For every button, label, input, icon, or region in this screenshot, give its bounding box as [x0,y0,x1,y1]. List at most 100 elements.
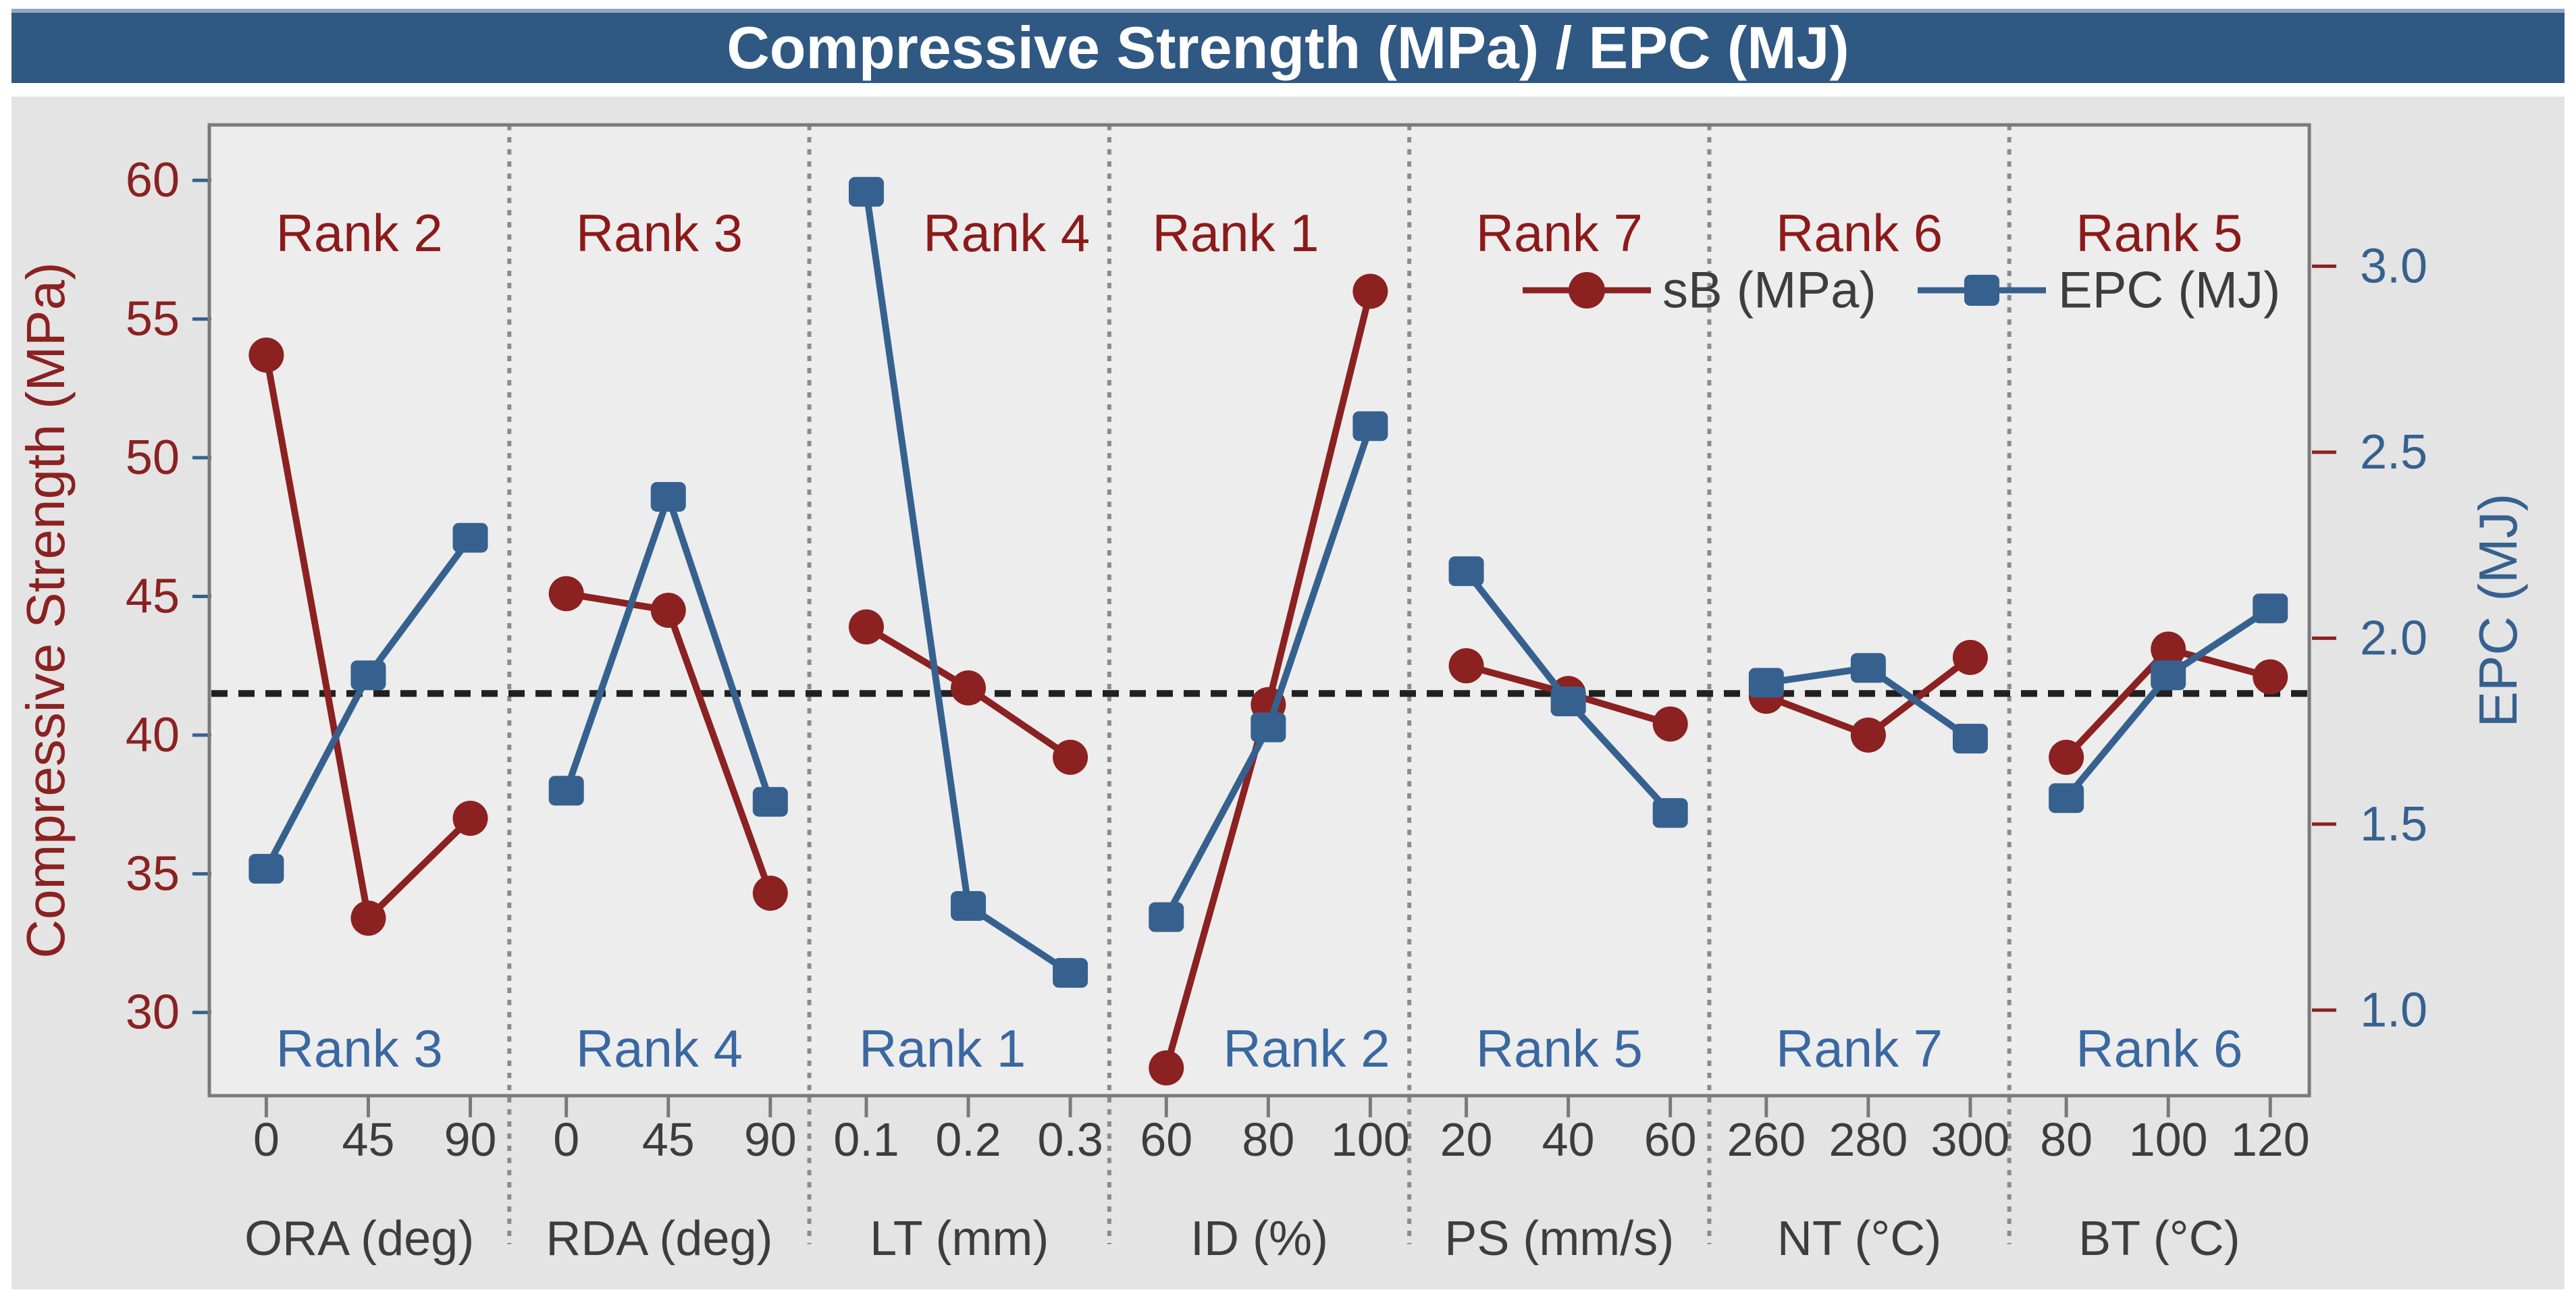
left-axis-tick-label: 35 [126,847,180,901]
left-axis-tick-label: 50 [126,431,180,485]
series-sB [248,273,2288,1086]
x-tick-label: 20 [1440,1113,1493,1166]
x-tick-label: 0.1 [833,1113,899,1166]
x-tick-label: 300 [1931,1113,2010,1166]
x-tick-label: 60 [1140,1113,1192,1166]
data-point-sB-280 [1850,717,1886,753]
rank-label-EPC: Rank 6 [2076,1019,2242,1078]
data-point-EPC-40 [1550,686,1586,716]
data-point-sB-20 [1448,648,1484,684]
x-tick-label: 60 [1644,1113,1697,1166]
factor-label: BT (°C) [2078,1212,2240,1266]
data-point-EPC-60 [1652,798,1688,828]
data-point-EPC-100 [2151,660,2186,691]
data-point-sB-45 [650,593,686,628]
x-tick-label: 100 [2129,1113,2208,1166]
data-point-EPC-120 [2253,593,2288,624]
factor-label: RDA (deg) [546,1212,772,1266]
panel-lt-mm: 0.1 0.2 0.3 LT (mm) Rank 4 Rank 1 [833,203,1103,1266]
rank-label-EPC: Rank 5 [1476,1019,1643,1078]
left-axis-tick-label: 45 [126,569,180,623]
right-axis-tick-label: 2.0 [2360,611,2427,665]
data-point-sB-60 [1149,1050,1184,1086]
data-point-EPC-0.1 [848,177,884,207]
series-EPC [248,177,2288,988]
panel-nt-c: 260 280 300 NT (°C) Rank 6 Rank 7 [1727,203,2009,1266]
data-point-sB-0.3 [1053,739,1088,775]
x-tick-label: 40 [1542,1113,1595,1166]
x-tick-label: 260 [1727,1113,1806,1166]
rank-label-EPC: Rank 2 [1223,1019,1390,1078]
data-point-sB-80 [2049,739,2084,775]
data-point-EPC-0 [548,776,584,806]
right-axis-tick-label: 1.0 [2360,983,2427,1037]
x-tick-label: 0 [553,1113,579,1166]
rank-label-EPC: Rank 7 [1776,1019,1943,1078]
panel-rda-deg: 0 45 90 RDA (deg) Rank 3 Rank 4 [546,203,796,1266]
data-point-EPC-300 [1952,724,1988,754]
right-axis-tick-label: 1.5 [2360,797,2427,851]
x-tick-label: 0.2 [935,1113,1001,1166]
right-axis-tick-label: 2.5 [2360,425,2427,479]
data-point-sB-0 [548,576,584,612]
chart-title-bar: Compressive Strength (MPa) / EPC (MJ) [11,9,2565,83]
panel-ps-mm-s: 20 40 60 PS (mm/s) Rank 7 Rank 5 [1440,203,1697,1266]
data-point-sB-0.1 [848,609,884,645]
rank-label-sB: Rank 4 [923,203,1090,263]
rank-label-EPC: Rank 1 [859,1019,1026,1078]
data-point-sB-300 [1952,639,1988,675]
x-tick-label: 80 [1242,1113,1294,1166]
rank-label-sB: Rank 6 [1776,203,1943,263]
right-axis-tick-label: 3.0 [2360,239,2427,293]
data-point-EPC-45 [650,481,686,512]
chart-title: Compressive Strength (MPa) / EPC (MJ) [727,14,1849,81]
data-point-EPC-90 [752,786,788,817]
data-point-EPC-80 [1251,712,1286,743]
x-tick-label: 120 [2231,1113,2310,1166]
panel-ora-deg: 0 45 90 ORA (deg) Rank 2 Rank 3 [244,203,496,1266]
data-point-EPC-20 [1448,556,1484,587]
factor-label: ORA (deg) [244,1212,474,1266]
x-tick-label: 0 [253,1113,280,1166]
rank-label-sB: Rank 1 [1152,203,1319,263]
data-point-EPC-0 [248,853,284,884]
left-axis-tick-label: 40 [126,708,180,762]
left-axis-title: Compressive Strength (MPa) [16,262,76,958]
data-point-EPC-80 [2049,783,2084,813]
data-point-EPC-280 [1850,653,1886,683]
data-point-EPC-45 [350,660,386,691]
data-point-EPC-60 [1149,902,1184,932]
right-axis-title: EPC (MJ) [2468,493,2528,728]
rank-label-sB: Rank 2 [276,203,443,263]
plot-frame [207,123,2311,1098]
rank-label-EPC: Rank 3 [276,1019,443,1078]
rank-label-sB: Rank 3 [576,203,743,263]
data-point-sB-60 [1652,706,1688,742]
left-axis-tick-label: 55 [126,292,180,346]
x-tick-label: 45 [642,1113,695,1166]
data-point-sB-100 [1352,273,1388,309]
data-point-sB-90 [452,801,488,836]
data-point-sB-0.2 [951,670,987,706]
data-point-sB-120 [2253,659,2288,695]
x-tick-label: 0.3 [1037,1113,1103,1166]
data-point-sB-45 [350,901,386,936]
data-point-sB-100 [2151,631,2186,667]
data-point-EPC-100 [1352,411,1388,442]
factor-label: ID (%) [1190,1212,1328,1266]
data-point-sB-0 [248,338,284,373]
data-point-EPC-0.3 [1053,958,1088,988]
rank-label-sB: Rank 7 [1476,203,1643,263]
legend-label-EPC: EPC (MJ) [2058,262,2280,319]
x-tick-label: 45 [342,1113,395,1166]
legend: sB (MPa) EPC (MJ) [1523,262,2280,319]
x-tick-label: 80 [2040,1113,2093,1166]
data-point-sB-90 [752,876,788,911]
data-point-EPC-0.2 [951,891,987,921]
rank-label-sB: Rank 5 [2076,203,2242,263]
data-point-EPC-260 [1748,668,1784,698]
legend-marker-sB-circle [1569,272,1605,309]
panel-bt-c: 80 100 120 BT (°C) Rank 5 Rank 6 [2040,203,2309,1266]
